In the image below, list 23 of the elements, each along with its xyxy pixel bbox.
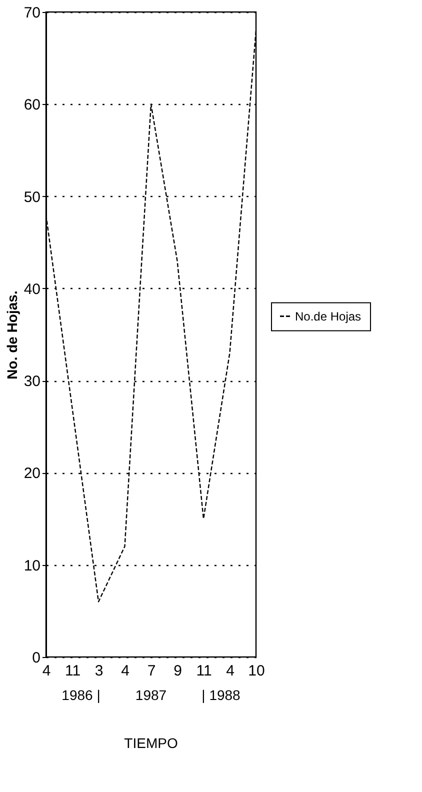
- x-tick-label: 7: [147, 662, 156, 680]
- x-axis-title: TIEMPO: [124, 735, 178, 751]
- y-axis-title: No. de Hojas.: [4, 290, 20, 380]
- y-tick-label: 40: [24, 280, 40, 298]
- y-tick-label: 10: [24, 557, 40, 574]
- y-tick-label: 60: [24, 96, 40, 114]
- text: | 1988: [202, 687, 241, 703]
- legend-label: No.de Hojas: [295, 309, 362, 324]
- y-tick-label: 70: [24, 4, 40, 22]
- x-tick-label: 11: [64, 662, 81, 680]
- x-tick-label: 9: [174, 662, 182, 680]
- x-tick-label: 4: [121, 662, 130, 680]
- x-tick-label: 11: [196, 662, 212, 680]
- x-tick-label: 4: [226, 662, 234, 680]
- x-tick-label: 4: [42, 662, 51, 680]
- y-tick-label: 50: [24, 188, 40, 206]
- text: 1987: [135, 687, 167, 703]
- y-tick-label: 20: [24, 465, 40, 482]
- y-tick-label: 30: [24, 373, 40, 390]
- y-tick-label: 0: [32, 650, 40, 666]
- text: 1986 |: [62, 687, 100, 703]
- x-tick-label: 3: [94, 662, 104, 680]
- x-tick-label: 10: [248, 662, 265, 680]
